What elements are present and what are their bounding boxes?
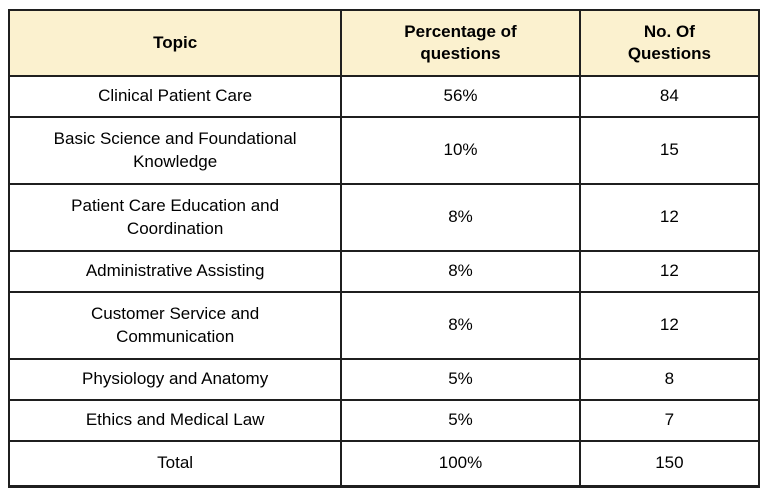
count-cell: 150 [578, 440, 761, 487]
percentage-cell: 10% [340, 116, 581, 185]
table-row: Basic Science and Foundational Knowledge… [7, 116, 761, 185]
table-body: Clinical Patient Care 56% 84 Basic Scien… [7, 75, 761, 487]
count-cell: 84 [578, 75, 761, 118]
table-row-total: Total 100% 150 [7, 440, 761, 487]
percentage-cell: 100% [340, 440, 581, 487]
topic-cell: Clinical Patient Care [7, 75, 343, 118]
table-row: Physiology and Anatomy 5% 8 [7, 358, 761, 401]
count-cell: 7 [578, 399, 761, 442]
count-cell: 12 [578, 291, 761, 360]
topic-cell: Administrative Assisting [7, 250, 343, 293]
table-row: Clinical Patient Care 56% 84 [7, 75, 761, 118]
column-header-questions: No. Of Questions [578, 9, 761, 77]
count-cell: 8 [578, 358, 761, 401]
percentage-cell: 5% [340, 358, 581, 401]
table-row: Customer Service and Communication 8% 12 [7, 291, 761, 360]
percentage-cell: 56% [340, 75, 581, 118]
topic-cell: Patient Care Education and Coordination [7, 183, 343, 252]
topic-cell: Ethics and Medical Law [7, 399, 343, 442]
exam-topics-table: Topic Percentage of questions No. Of Que… [7, 9, 761, 488]
percentage-cell: 8% [340, 183, 581, 252]
table-row: Ethics and Medical Law 5% 7 [7, 399, 761, 442]
count-cell: 15 [578, 116, 761, 185]
percentage-cell: 8% [340, 291, 581, 360]
topic-cell: Total [7, 440, 343, 487]
topic-cell: Basic Science and Foundational Knowledge [7, 116, 343, 185]
percentage-cell: 8% [340, 250, 581, 293]
count-cell: 12 [578, 250, 761, 293]
topic-cell: Physiology and Anatomy [7, 358, 343, 401]
header-row: Topic Percentage of questions No. Of Que… [7, 9, 761, 77]
count-cell: 12 [578, 183, 761, 252]
percentage-cell: 5% [340, 399, 581, 442]
topic-cell: Customer Service and Communication [7, 291, 343, 360]
table-header: Topic Percentage of questions No. Of Que… [7, 9, 761, 77]
column-header-topic: Topic [7, 9, 343, 77]
column-header-percentage: Percentage of questions [340, 9, 581, 77]
table-row: Patient Care Education and Coordination … [7, 183, 761, 252]
table-row: Administrative Assisting 8% 12 [7, 250, 761, 293]
